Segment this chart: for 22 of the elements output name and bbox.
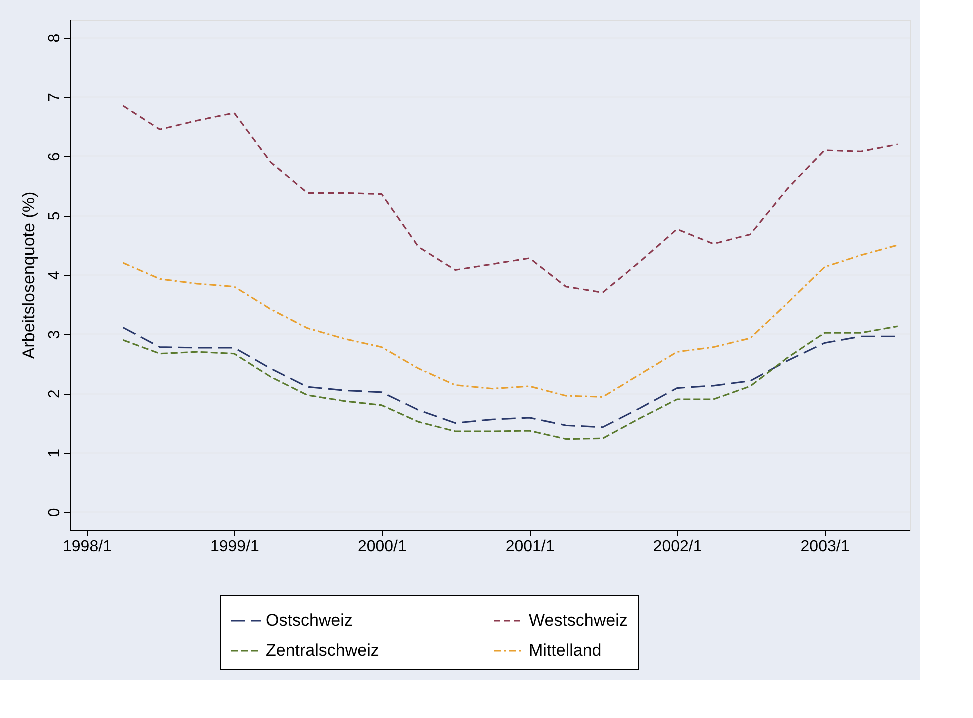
x-tick-label: 1999/1	[210, 538, 260, 556]
x-tick-label: 2001/1	[506, 538, 555, 556]
y-tick-label: 1	[46, 448, 64, 458]
x-tick-label: 1998/1	[63, 538, 112, 556]
y-tick-label: 0	[46, 508, 64, 518]
x-tick-label: 2003/1	[800, 538, 850, 556]
y-tick-label: 6	[46, 152, 64, 162]
y-tick-label: 7	[46, 93, 64, 102]
y-tick-label: 5	[46, 212, 64, 221]
x-tick-label: 2000/1	[358, 538, 407, 556]
y-tick-label: 3	[46, 330, 64, 340]
legend-label: Ostschweiz	[266, 611, 353, 630]
y-tick-label: 2	[46, 390, 64, 399]
y-axis-title: Arbeitslosenquote (%)	[20, 192, 38, 360]
line-series	[122, 244, 899, 398]
legend-label: Mittelland	[529, 641, 602, 660]
x-tick-label: 2002/1	[653, 538, 702, 556]
line-series	[122, 105, 899, 294]
y-tick-label: 4	[46, 270, 64, 280]
legend-label: Zentralschweiz	[266, 641, 380, 660]
y-tick-label: 8	[46, 34, 64, 43]
legend-label: Westschweiz	[529, 611, 628, 630]
